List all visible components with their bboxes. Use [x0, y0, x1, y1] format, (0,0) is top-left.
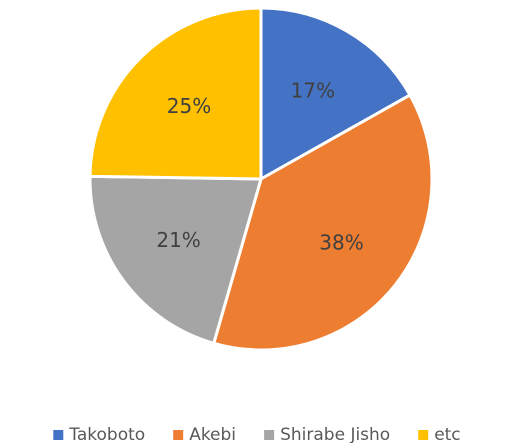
legend-label-shirabe-jisho: Shirabe Jisho: [280, 425, 390, 443]
legend-label-etc: etc: [434, 425, 460, 443]
pie-slice-etc: [88, 6, 263, 181]
data-label-akebi: 38%: [319, 231, 363, 255]
pie-data-labels: 17% 38% 21% 25%: [156, 78, 363, 254]
legend-swatch-takoboto: [53, 430, 64, 440]
legend-label-takoboto: Takoboto: [68, 425, 145, 443]
data-label-shirabe-jisho: 21%: [156, 228, 200, 252]
data-label-takoboto: 17%: [291, 78, 335, 102]
pie-slice-takoboto: [259, 6, 412, 181]
legend-label-akebi: Akebi: [189, 425, 236, 443]
pie-slice-akebi: [212, 93, 434, 352]
pie-slice-shirabe-jisho: [88, 174, 263, 345]
legend-swatch-akebi: [173, 430, 184, 440]
legend: Takoboto Akebi Shirabe Jisho etc: [53, 425, 461, 443]
data-label-etc: 25%: [167, 94, 211, 118]
pie-slices: [88, 6, 434, 352]
legend-swatch-etc: [418, 430, 429, 440]
legend-swatch-shirabe-jisho: [264, 430, 275, 440]
